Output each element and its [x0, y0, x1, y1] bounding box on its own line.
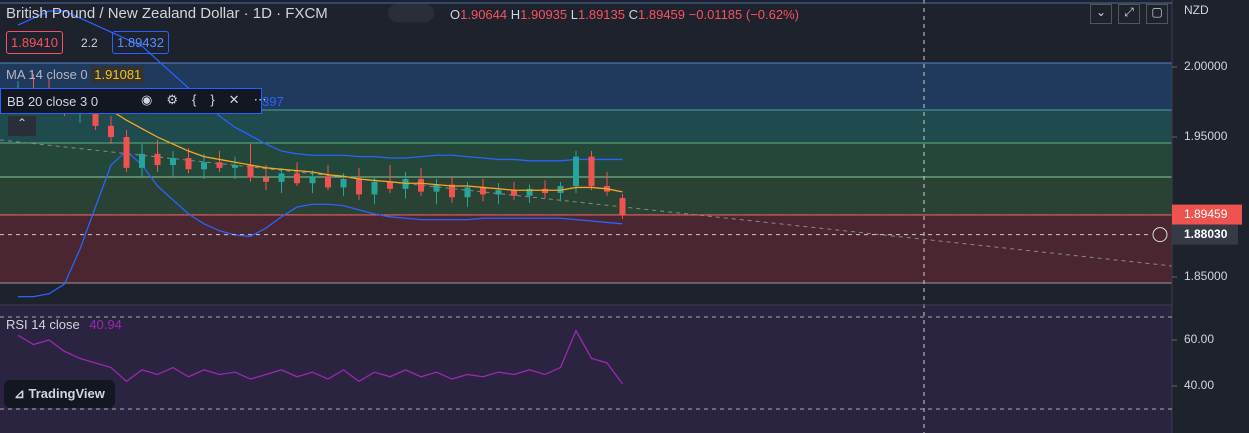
- branding-text: TradingView: [28, 386, 105, 401]
- rsi-tick-label: 40.00: [1184, 378, 1214, 392]
- candle-body: [294, 173, 300, 184]
- bb-value: 397: [262, 94, 284, 109]
- candle-body: [619, 198, 626, 215]
- maximize-btn[interactable]: ⤢: [1118, 4, 1140, 24]
- candle-body: [542, 188, 548, 194]
- collapse-btn[interactable]: ⌄: [1090, 4, 1112, 24]
- candle-body: [511, 190, 517, 196]
- candle-body: [247, 165, 254, 178]
- candle-body: [495, 190, 502, 195]
- candle-body: [418, 179, 424, 192]
- collapse-legend[interactable]: ⌃: [8, 116, 36, 136]
- h-label: H: [510, 7, 521, 22]
- bb-tools[interactable]: ◉⚙{}✕⋯: [141, 92, 281, 107]
- candle-body: [278, 173, 285, 182]
- candle-body: [449, 184, 455, 198]
- c-label: C: [628, 7, 639, 22]
- bb-label: BB 20 close 3 0: [7, 94, 99, 109]
- crosshair-label: 1.88030: [1184, 227, 1228, 241]
- candle-body: [92, 109, 99, 126]
- ma-value: 1.91081: [91, 66, 145, 83]
- last-price-tag: [1172, 204, 1242, 225]
- candle-body: [480, 187, 486, 195]
- zone-red: [0, 215, 1172, 283]
- y-tick-label: 1.95000: [1184, 129, 1228, 143]
- candle-body: [371, 181, 378, 195]
- candle-body: [356, 179, 362, 195]
- ma-legend[interactable]: MA 14 close 0 1.91081: [6, 66, 145, 83]
- ma-label: MA 14 close 0: [6, 67, 88, 82]
- candle-body: [123, 137, 130, 168]
- candle-body: [588, 156, 595, 187]
- zone-teal: [0, 110, 1172, 143]
- buy-button[interactable]: 1.89432: [112, 31, 169, 54]
- candle-body: [526, 188, 533, 196]
- candle-body: [139, 153, 145, 168]
- spread: 2.2: [81, 36, 98, 50]
- branding[interactable]: ⊿ TradingView: [4, 380, 115, 408]
- rsi-label: RSI 14 close: [6, 317, 80, 332]
- add-alert[interactable]: [1152, 227, 1168, 243]
- candle-body: [216, 162, 223, 168]
- rsi-tick-label: 60.00: [1184, 332, 1214, 346]
- zone-green2: [0, 177, 1172, 215]
- candle-body: [464, 187, 471, 198]
- c-value: 1.89459: [638, 7, 686, 22]
- candle-body: [263, 177, 269, 182]
- candle-body: [387, 181, 393, 189]
- y-tick-label: 1.85000: [1184, 269, 1228, 283]
- last-price-label: 1.89459: [1184, 207, 1228, 221]
- candle-body: [402, 179, 409, 189]
- o-label: O: [450, 7, 461, 22]
- fullscreen-btn[interactable]: ▢: [1146, 4, 1168, 24]
- candle-body: [201, 162, 207, 170]
- y-tick-label: 2.00000: [1184, 59, 1228, 73]
- candle-body: [573, 156, 579, 187]
- candle-body: [557, 186, 564, 194]
- candle-body: [185, 158, 192, 170]
- rsi-value: 40.94: [89, 317, 122, 332]
- bb-lower: [18, 150, 623, 298]
- status-toggle[interactable]: [388, 4, 434, 22]
- o-value: 1.90644: [460, 7, 508, 22]
- rsi-legend[interactable]: RSI 14 close 40.94: [6, 317, 122, 332]
- l-value: 1.89135: [578, 7, 625, 22]
- sell-button[interactable]: 1.89410: [6, 31, 63, 54]
- ma-line: [17, 95, 623, 193]
- candle-body: [340, 179, 347, 188]
- candle-body: [170, 158, 176, 166]
- candle-body: [325, 176, 331, 188]
- rsi-line: [17, 329, 624, 385]
- rsi-panel: [0, 305, 1172, 433]
- bb-legend[interactable]: BB 20 close 3 0 ◉⚙{}✕⋯: [0, 88, 267, 114]
- symbol-title[interactable]: British Pound / New Zealand Dollar · 1D …: [6, 5, 328, 22]
- candle-body: [433, 184, 440, 192]
- crosshair-tag: [1172, 224, 1238, 245]
- candle-body: [309, 176, 316, 184]
- l-label: L: [570, 7, 578, 22]
- change: −0.01185 (−0.62%): [688, 7, 799, 22]
- currency[interactable]: NZD: [1184, 3, 1209, 17]
- candle-body: [232, 165, 238, 168]
- candle-body: [108, 125, 114, 138]
- window-controls: ⌄ ⤢ ▢: [1090, 4, 1168, 24]
- ohlc: O1.90644 H1.90935 L1.89135 C1.89459 −0.0…: [450, 7, 799, 22]
- candle-body: [154, 153, 161, 166]
- bb-upper: [17, 10, 623, 162]
- h-value: 1.90935: [520, 7, 568, 22]
